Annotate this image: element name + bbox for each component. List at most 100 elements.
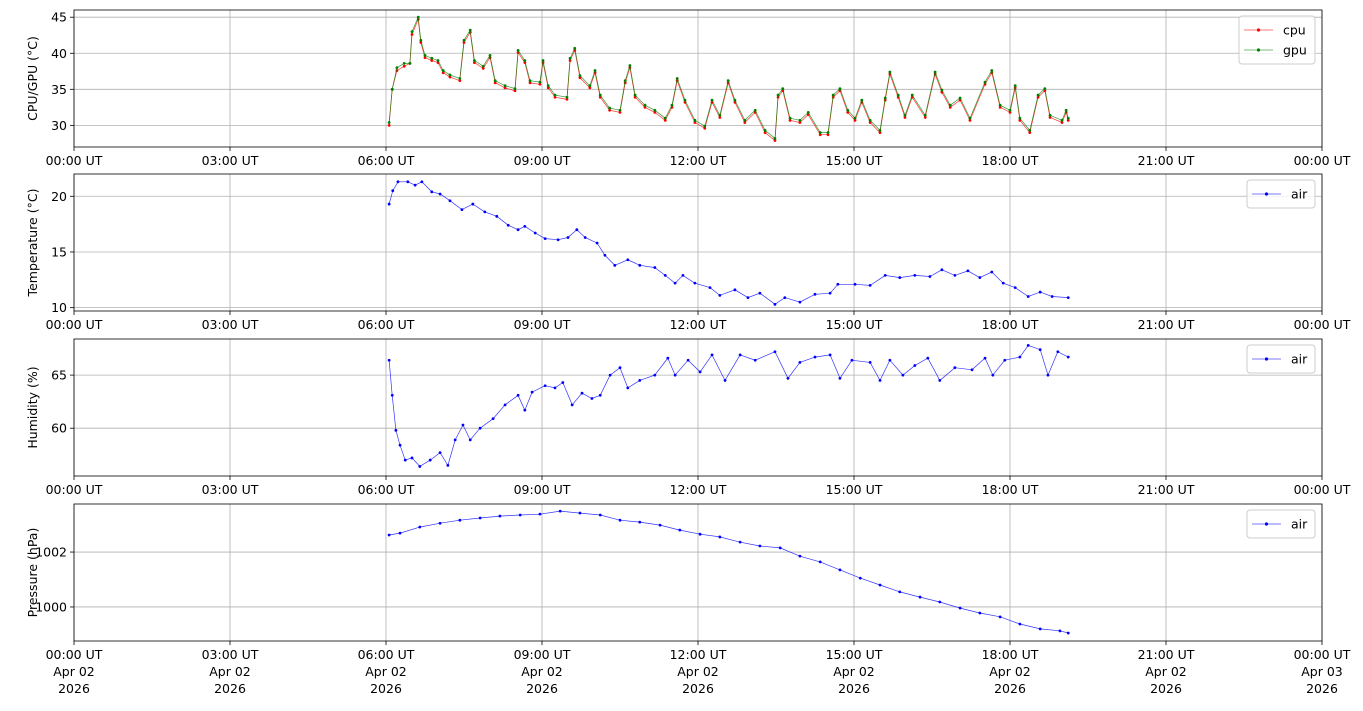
data-point-gpu [733,98,737,102]
data-point-air [850,358,854,362]
y-tick-label: 1000 [35,599,67,614]
data-point-cpu [578,76,582,80]
data-point-air [746,296,750,300]
data-point-air [710,353,714,357]
data-point-air [418,525,422,529]
data-point-air [928,275,932,278]
data-point-air [638,263,642,267]
data-point-cpu [1018,118,1022,122]
data-point-air [391,189,395,193]
data-point-cpu [818,133,822,137]
data-point-air [553,386,557,390]
data-point-air [420,180,424,184]
y-tick-label: 1002 [35,545,67,560]
data-point-air [543,384,547,388]
data-point-air [658,523,662,527]
data-point-gpu [663,116,667,120]
x-tick-label: 21:00 UT [1138,647,1195,662]
x-tick-year: 2026 [838,681,870,696]
data-point-gpu [1018,116,1022,120]
data-point-gpu [788,116,792,120]
data-point-air [1046,373,1050,377]
data-point-air [978,611,982,615]
y-tick-label: 60 [51,421,67,436]
data-point-cpu [846,110,850,114]
data-point-air [983,356,987,360]
data-point-air [556,238,560,242]
data-point-gpu [896,93,900,97]
data-point-gpu [1064,108,1068,112]
data-point-gpu [462,38,466,42]
data-point-air [858,576,862,580]
data-point-air [516,228,520,232]
x-tick-date: Apr 02 [209,664,251,679]
y-tick-label: 30 [51,118,67,133]
data-point-gpu [726,79,730,83]
data-point-air [598,513,602,517]
x-tick-label: 09:00 UT [514,482,571,497]
x-tick-label: 06:00 UT [358,317,415,332]
data-point-cpu [653,110,657,114]
data-point-cpu [968,118,972,122]
data-point-air [783,296,787,300]
x-tick-year: 2026 [526,681,558,696]
data-point-air [773,302,777,306]
data-point-air [387,533,391,537]
x-tick-label: 18:00 UT [982,647,1039,662]
x-tick-label: 03:00 UT [202,317,259,332]
data-point-cpu [618,110,622,114]
data-point-air [653,373,657,377]
data-point-air [708,286,712,290]
legend-label-gpu: gpu [1283,43,1307,58]
data-point-air [733,288,737,292]
data-point-air [1056,350,1060,354]
data-point-air [798,554,802,558]
y-tick-label: 40 [51,46,67,61]
data-point-air [503,403,507,407]
data-point-air [818,560,822,564]
data-point-air [868,283,872,287]
data-point-gpu [878,129,882,132]
x-tick-label: 21:00 UT [1138,482,1195,497]
data-point-gpu [753,108,757,112]
data-point-air [1038,348,1042,352]
data-point-air [1038,627,1042,631]
data-point-cpu [538,82,542,86]
legend: air [1246,509,1316,539]
data-point-air [938,379,942,382]
x-tick-date: Apr 02 [521,664,563,679]
x-tick-year: 2026 [682,681,714,696]
x-tick-date: Apr 02 [989,664,1031,679]
data-point-gpu [923,113,927,117]
legend-label-cpu: cpu [1283,23,1306,38]
data-point-cpu [788,118,792,122]
data-point-air [673,281,677,285]
data-point-cpu [1060,121,1064,124]
x-tick-label: 06:00 UT [358,153,415,168]
data-point-air [773,350,777,354]
data-point-cpu [588,86,592,90]
data-point-cpu [1028,131,1032,134]
data-point-gpu [868,118,872,122]
data-point-gpu [670,103,674,107]
data-point-air [663,273,667,277]
data-point-air [538,512,542,516]
x-tick-year: 2026 [370,681,402,696]
data-point-gpu [481,64,485,68]
data-point-gpu [826,131,830,134]
data-point-cpu [441,71,445,75]
legend-marker-cpu [1256,28,1261,32]
data-point-cpu [718,116,722,119]
x-tick-label: 09:00 UT [514,153,571,168]
data-point-air [878,583,882,587]
legend-marker-gpu [1256,48,1261,52]
y-tick-label: 65 [51,368,67,383]
data-point-air [523,224,527,228]
data-point-air [853,282,857,286]
data-point-air [1003,358,1007,362]
y-axis-label: Humidity (%) [25,366,40,448]
x-tick-label: 18:00 UT [982,482,1039,497]
data-point-cpu [773,139,777,142]
data-point-air [778,546,782,550]
